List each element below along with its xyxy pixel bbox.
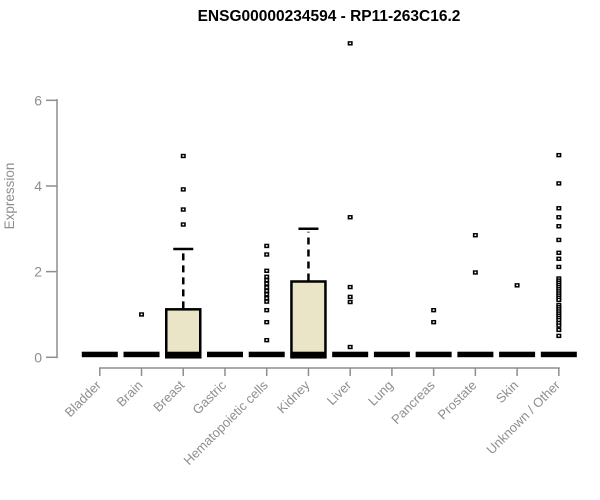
outlier-point-center: [349, 286, 352, 288]
y-tick-label: 2: [34, 264, 42, 280]
outlier-point-center: [265, 269, 268, 272]
median-bar: [165, 351, 202, 358]
outlier-point-center: [474, 271, 477, 274]
outlier-point-center: [557, 251, 560, 254]
median-bar: [248, 351, 285, 358]
median-bar: [457, 351, 494, 358]
y-tick-label: 0: [34, 349, 42, 365]
outlier-point-center: [265, 300, 268, 303]
outlier-point-center: [182, 155, 185, 157]
median-bar: [123, 351, 160, 358]
category-label: Prostate: [435, 378, 480, 423]
outlier-point-center: [557, 216, 560, 218]
outlier-point-center: [265, 297, 268, 299]
outlier-point-center: [557, 225, 560, 227]
outlier-point-center: [557, 299, 560, 301]
outlier-point-center: [349, 42, 352, 45]
median-bar: [81, 351, 118, 358]
outlier-point-center: [265, 293, 268, 296]
outlier-point-center: [265, 290, 268, 292]
median-bar: [415, 351, 452, 358]
median-bar: [206, 351, 243, 358]
outlier-point-center: [557, 319, 560, 321]
median-bar: [290, 351, 327, 358]
category-label: Kidney: [274, 377, 313, 416]
outlier-point-center: [557, 257, 560, 260]
chart-title: ENSG00000234594 - RP11-263C16.2: [198, 8, 461, 25]
category-label: Breast: [150, 377, 187, 414]
category-label: Brain: [114, 378, 146, 410]
outlier-point-center: [349, 216, 352, 218]
outlier-point-center: [265, 275, 268, 278]
outlier-point-center: [474, 234, 477, 236]
outlier-point-center: [349, 346, 352, 348]
outlier-point-center: [557, 322, 560, 324]
outlier-point-center: [557, 182, 560, 185]
outlier-point-center: [182, 188, 185, 191]
median-bar: [373, 351, 410, 358]
category-label: Bladder: [62, 377, 105, 420]
outlier-point-center: [265, 309, 268, 311]
outlier-point-center: [140, 313, 143, 316]
outlier-point-center: [557, 239, 560, 241]
outlier-point-center: [349, 296, 352, 298]
y-tick-label: 4: [34, 178, 42, 194]
outlier-point-center: [432, 309, 435, 311]
outlier-point-center: [432, 321, 435, 323]
outlier-point-center: [265, 321, 268, 323]
median-bar: [540, 351, 577, 358]
outlier-point-center: [557, 207, 560, 209]
outlier-point-center: [557, 266, 560, 268]
category-label: Pancreas: [388, 377, 438, 427]
category-label: Unknown / Other: [483, 377, 563, 457]
outlier-point-center: [516, 284, 518, 287]
median-bar: [332, 351, 369, 358]
box: [290, 280, 327, 359]
outlier-point-center: [349, 301, 352, 303]
outlier-point-center: [265, 253, 268, 256]
category-label: Lung: [365, 378, 396, 409]
y-tick-label: 6: [34, 92, 42, 108]
box: [165, 308, 202, 359]
outlier-point-center: [182, 223, 185, 226]
median-bar: [499, 351, 536, 358]
outlier-point-center: [265, 286, 268, 289]
outlier-point-center: [265, 339, 268, 341]
outlier-point-center: [557, 335, 560, 337]
category-label: Liver: [324, 377, 355, 408]
outlier-point-center: [557, 324, 560, 327]
outlier-point-center: [182, 208, 185, 211]
outlier-point-center: [265, 279, 268, 281]
category-label: Skin: [493, 378, 521, 406]
outlier-point-center: [557, 329, 560, 331]
outlier-point-center: [265, 245, 268, 247]
outlier-point-center: [557, 154, 560, 156]
category-label: Gastric: [189, 377, 229, 417]
outlier-point-center: [265, 282, 268, 285]
y-axis-label: Expression: [2, 163, 17, 230]
